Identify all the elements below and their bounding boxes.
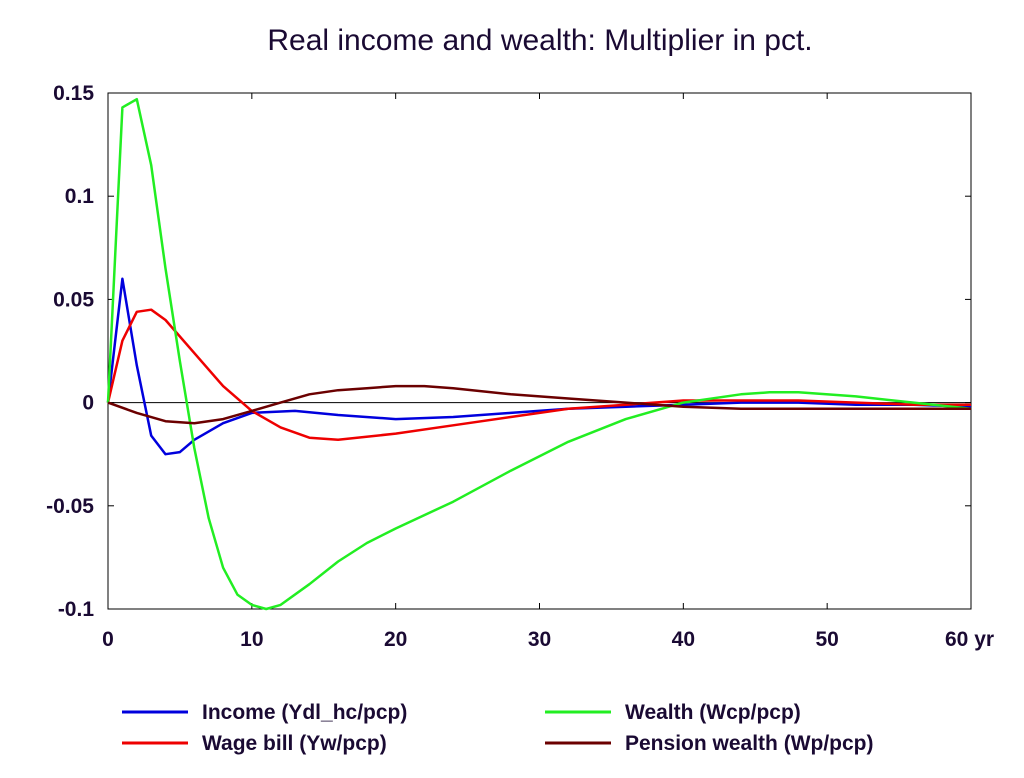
plot-frame: [107, 92, 972, 610]
legend-label-2: Wage bill (Yw/pcp): [202, 732, 387, 755]
y-tick-label: 0.15: [53, 82, 94, 105]
y-tick-label: -0.1: [58, 598, 95, 621]
y-tick-label: 0.1: [65, 185, 95, 208]
legend-label-4: Pension wealth (Wp/pcp): [625, 732, 874, 755]
y-tick-label: 0.05: [53, 288, 94, 311]
legend-label-3: Wealth (Wcp/pcp): [625, 701, 801, 724]
x-tick-label: 60 yr: [945, 628, 994, 651]
x-tick-label: 20: [384, 628, 407, 651]
series-line-3: [106, 97, 972, 611]
x-tick-label: 50: [815, 628, 838, 651]
x-tick-label: 30: [528, 628, 551, 651]
x-tick-label: 0: [102, 628, 114, 651]
series-line-4: [107, 384, 971, 425]
series-line-2: [106, 308, 971, 442]
x-tick-label: 40: [672, 628, 695, 651]
y-tick-label: -0.05: [46, 495, 94, 518]
series-line-1: [106, 277, 972, 456]
x-tick-label: 10: [240, 628, 263, 651]
chart-title: Real income and wealth: Multiplier in pc…: [267, 24, 812, 57]
legend-label-1: Income (Ydl_hc/pcp): [202, 701, 407, 724]
y-tick-label: 0: [82, 392, 94, 415]
